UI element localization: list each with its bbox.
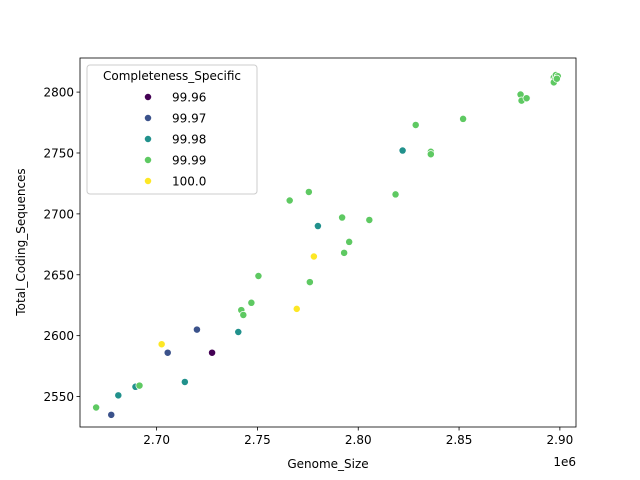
- data-point-99_99-11: [345, 237, 354, 246]
- data-point-99_99-13: [391, 190, 400, 199]
- data-point-99_99-8: [305, 278, 314, 287]
- y-tick-label: 2650: [43, 268, 74, 282]
- x-tick-label: 2.75: [244, 433, 271, 447]
- legend-entry-label: 99.99: [172, 154, 206, 168]
- y-tick-label: 2550: [43, 390, 74, 404]
- legend-entry-label: 99.96: [172, 91, 206, 105]
- data-points: [92, 71, 562, 419]
- legend-marker: [144, 177, 152, 185]
- data-point-99_99-26: [552, 74, 561, 83]
- y-tick-label: 2700: [43, 207, 74, 221]
- legend: Completeness_Specific 99.9699.9799.9899.…: [86, 64, 258, 195]
- data-point-99_98-2: [180, 377, 189, 386]
- data-point-100_0-1: [292, 304, 301, 313]
- data-point-99_99-0: [92, 403, 101, 412]
- legend-entry-label: 100.0: [172, 175, 206, 189]
- legend-entry-label: 99.97: [172, 112, 206, 126]
- data-point-99_97-0: [107, 410, 116, 419]
- data-point-99_99-14: [411, 121, 420, 129]
- data-point-99_97-1: [163, 348, 172, 357]
- legend-box: [86, 64, 258, 195]
- data-point-100_0-2: [309, 252, 318, 261]
- data-point-99_99-5: [254, 272, 263, 280]
- y-tick-label: 2800: [43, 86, 74, 100]
- data-point-99_99-1: [135, 381, 144, 390]
- data-point-99_98-3: [234, 328, 243, 336]
- data-point-99_99-3: [239, 311, 248, 319]
- x-tick-label: 2.70: [143, 433, 170, 447]
- data-point-99_96-0: [208, 348, 217, 357]
- x-tick-label: 2.85: [446, 433, 473, 447]
- legend-marker: [144, 156, 152, 164]
- data-point-99_99-20: [522, 94, 531, 103]
- data-point-99_99-17: [459, 114, 468, 123]
- legend-title: Completeness_Specific: [103, 69, 241, 83]
- legend-entry-label: 99.98: [172, 133, 206, 147]
- data-point-99_98-4: [313, 222, 322, 231]
- x-axis-offset-label: 1e6: [553, 455, 576, 469]
- x-tick-label: 2.80: [345, 433, 372, 447]
- data-point-99_99-7: [304, 188, 313, 196]
- data-point-99_97-2: [192, 325, 201, 334]
- plot-frame: [79, 57, 577, 428]
- data-point-99_99-9: [338, 213, 347, 222]
- x-tick-label: 2.90: [547, 433, 574, 447]
- y-axis-label: Total_Coding_Sequences: [14, 168, 28, 316]
- x-axis-ticks: 2.70 2.75 2.80 2.85 2.90: [143, 427, 573, 447]
- y-tick-label: 2600: [43, 329, 74, 343]
- data-point-100_0-0: [157, 340, 166, 349]
- data-point-99_99-10: [340, 248, 349, 257]
- legend-marker: [144, 135, 152, 143]
- legend-marker: [144, 114, 152, 122]
- data-point-99_98-0: [114, 391, 123, 400]
- data-point-99_99-6: [285, 196, 294, 205]
- data-point-99_99-4: [247, 298, 256, 307]
- data-point-99_99-12: [365, 216, 374, 224]
- data-point-99_98-5: [398, 146, 407, 155]
- x-axis-label: Genome_Size: [287, 457, 368, 471]
- data-point-99_99-16: [426, 150, 435, 159]
- legend-entries: 99.96 99.97 99.98 99.99 100.0: [144, 91, 206, 189]
- y-tick-label: 2750: [43, 146, 74, 160]
- y-axis-ticks: 2550 2600 2650 2700 2750 2800: [43, 86, 80, 404]
- legend-marker: [144, 93, 152, 101]
